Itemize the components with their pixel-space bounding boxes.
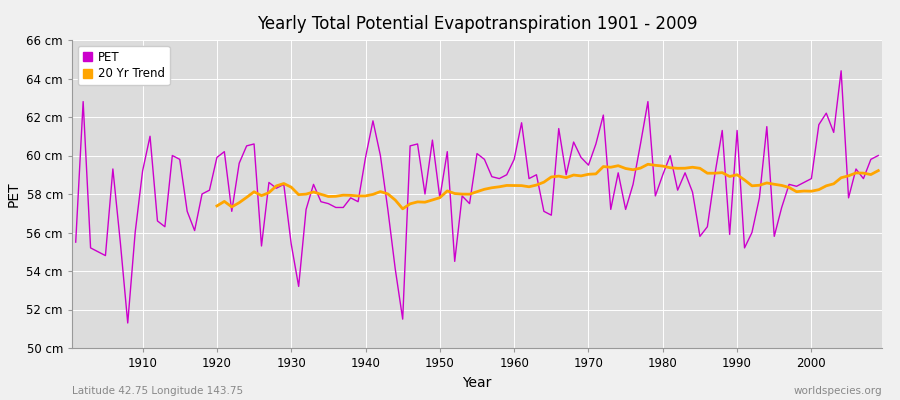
Title: Yearly Total Potential Evapotranspiration 1901 - 2009: Yearly Total Potential Evapotranspiratio… xyxy=(256,15,698,33)
Text: Latitude 42.75 Longitude 143.75: Latitude 42.75 Longitude 143.75 xyxy=(72,386,243,396)
Y-axis label: PET: PET xyxy=(7,181,21,207)
Text: worldspecies.org: worldspecies.org xyxy=(794,386,882,396)
X-axis label: Year: Year xyxy=(463,376,491,390)
Legend: PET, 20 Yr Trend: PET, 20 Yr Trend xyxy=(78,46,170,85)
